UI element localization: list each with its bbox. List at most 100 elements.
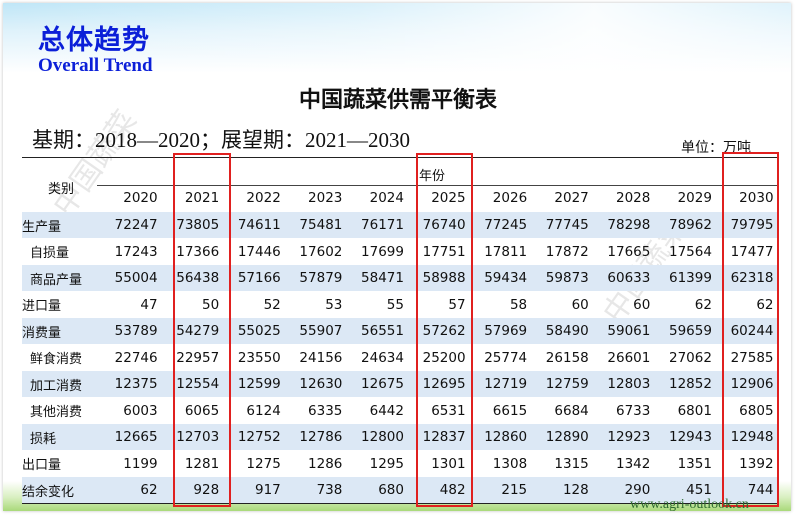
table-cell: 12375 [114,376,158,392]
year-header: 2028 [615,190,651,206]
table-cell: 22746 [114,349,158,366]
table-cell: 58 [509,296,528,313]
table-row: 结余变化 62 928 917 738 680 482 215 128 290 451 744 [22,477,778,503]
table-cell: 25200 [422,349,466,366]
table-cell: 12719 [484,376,528,392]
table-cell: 57262 [422,323,466,339]
table-cell: 17602 [299,243,343,260]
table-cell: 6124 [246,402,281,419]
table-cell: 78962 [668,217,712,233]
table-cell: 1392 [739,455,774,472]
website-footer: www.agri-outlook.cn [630,497,749,512]
table-cell: 6615 [492,402,528,419]
table-cell: 26601 [607,349,651,366]
table-row: 生产量 72247 73805 74611 75481 76171 76740 77245 77… [22,212,778,238]
row-label: 消费量 [22,325,62,341]
table-cell: 75481 [299,217,343,233]
table-cell: 61399 [668,270,712,286]
table-cell: 12800 [361,429,404,445]
table-cell: 6805 [739,402,774,419]
table-cell: 24634 [361,349,404,366]
year-header: 2024 [369,190,404,206]
table-cell: 60 [571,296,589,313]
table-cell: 59434 [484,270,528,286]
table-cell: 451 [686,482,712,498]
table-cell: 12860 [484,429,528,445]
year-header: 2022 [246,190,281,206]
table-cell: 128 [562,482,589,498]
table-bottom-rule [22,503,778,504]
table-cell: 17811 [484,243,528,260]
table-cell: 74611 [237,217,281,233]
row-label: 商品产量 [30,272,83,288]
table-cell: 76171 [361,217,404,233]
table-cell: 12803 [607,376,651,392]
row-label: 进口量 [22,299,62,314]
table-cell: 6733 [615,402,651,419]
table-cell: 12665 [114,429,158,445]
row-label: 损耗 [30,431,57,447]
table-cell: 22957 [176,349,220,366]
year-header: 2020 [123,190,158,206]
table-cell: 12752 [237,429,281,445]
sky-background [3,3,791,73]
table-cell: 60 [633,296,651,313]
table-cell: 73805 [176,217,220,233]
table-cell: 55004 [114,270,158,286]
table-cell: 215 [501,482,528,498]
table-cell: 12786 [299,429,343,445]
table-cell: 24156 [299,349,343,366]
table-cell: 79795 [730,217,774,233]
table-cell: 23550 [237,349,281,366]
table-cell: 78298 [607,217,651,233]
table-cell: 55025 [237,323,281,339]
table-cell: 59061 [607,323,651,339]
table-cell: 60633 [607,270,651,286]
row-label: 加工消费 [30,378,83,394]
table-cell: 17564 [668,243,712,260]
heading-chinese: 总体趋势 [38,25,150,56]
table-cell: 56551 [361,323,404,339]
table-cell: 12852 [668,376,712,392]
table-row: 消费量 53789 54279 55025 55907 56551 57262 57969 58… [22,318,778,344]
table-cell: 56438 [176,270,220,286]
table-cell: 6531 [431,402,466,419]
heading-english: Overall Trend [38,55,153,76]
table-cell: 1308 [492,455,528,472]
row-label: 其他消费 [30,405,83,420]
table-cell: 12554 [176,376,220,392]
table-cell: 47 [140,296,158,313]
table-header-rule [97,185,778,186]
year-header-row: 2020 2021 2022 2023 2024 2025 2026 2027 … [22,185,778,211]
table-cell: 17366 [176,243,220,260]
row-label: 鲜食消费 [30,352,83,367]
table-cell: 76740 [422,217,466,233]
table-cell: 58471 [361,270,404,286]
table-cell: 53 [325,296,343,313]
year-header: 2021 [184,190,220,206]
year-header: 2025 [431,190,466,206]
table-cell: 1301 [431,455,466,472]
table-cell: 1315 [554,455,589,472]
table-cell: 12948 [730,429,774,445]
table-cell: 26158 [545,349,589,366]
table-cell: 62 [694,296,712,313]
table-cell: 54279 [176,323,220,339]
category-header: 类别 [48,182,75,197]
row-label: 自损量 [30,246,70,261]
table-cell: 17751 [422,243,466,260]
table-cell: 58988 [422,270,466,286]
table-cell: 55907 [299,323,343,339]
table-cell: 57969 [484,323,528,339]
table-cell: 917 [255,482,281,498]
table-cell: 6801 [677,402,712,419]
period-text: 基期：2018—2020；展望期：2021—2030 [32,128,410,152]
year-header: 2026 [492,190,528,206]
table-cell: 12923 [607,429,651,445]
table-cell: 928 [193,482,220,498]
table-cell: 27062 [668,349,712,366]
table-cell: 12759 [545,376,589,392]
table-cell: 482 [439,482,466,498]
table-cell: 12599 [237,376,281,392]
table-cell: 17872 [545,243,589,260]
